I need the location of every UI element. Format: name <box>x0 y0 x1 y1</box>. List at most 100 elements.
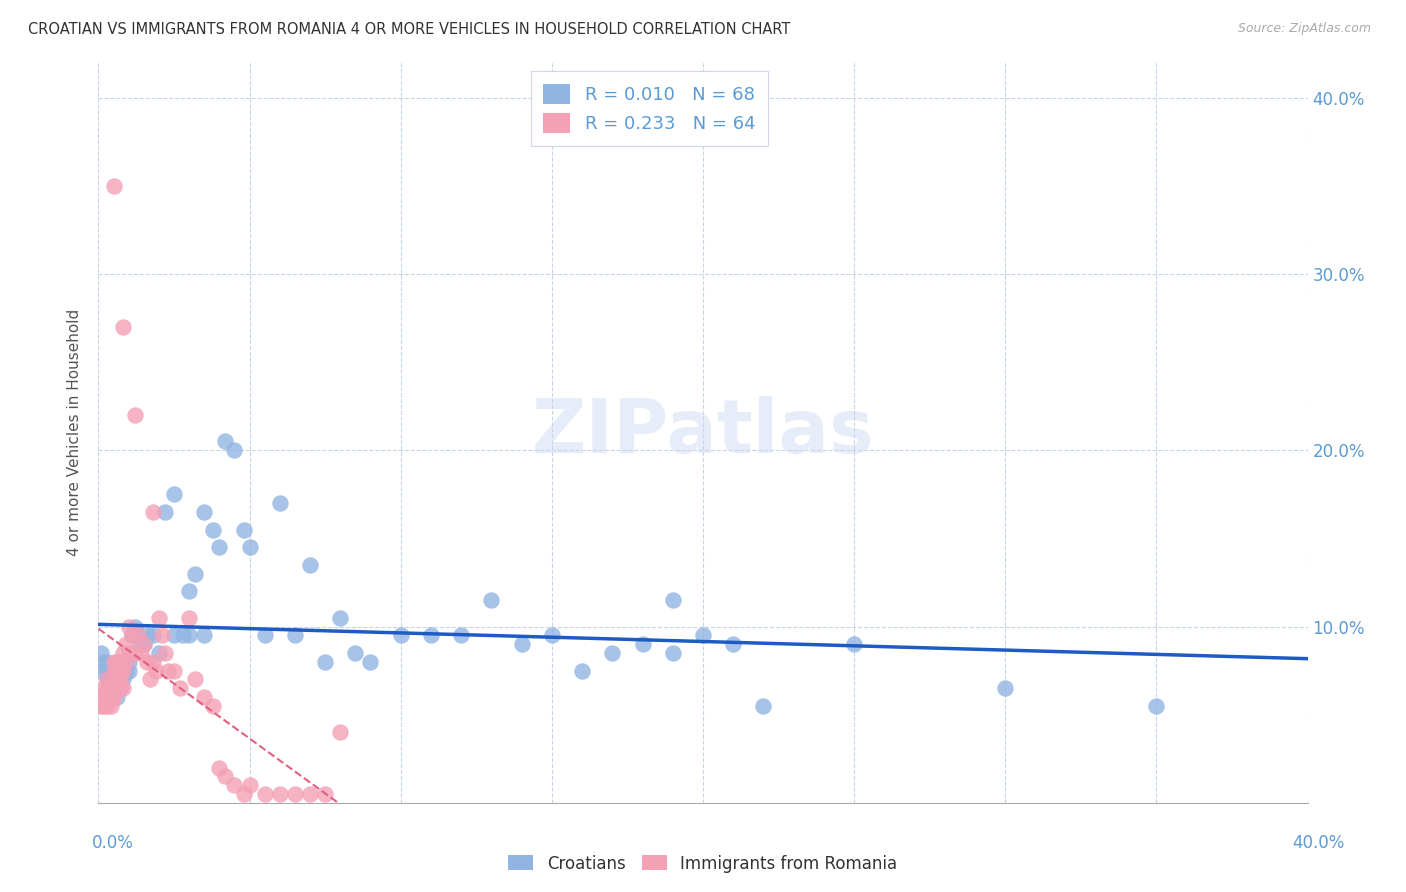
Point <box>108 673 131 687</box>
Point <box>329 610 352 624</box>
Point <box>90 690 112 704</box>
Point <box>93 690 115 704</box>
Point <box>114 664 136 678</box>
Point <box>344 646 367 660</box>
Point <box>163 664 186 678</box>
Point <box>540 628 562 642</box>
Point <box>96 681 118 696</box>
Text: Source: ZipAtlas.com: Source: ZipAtlas.com <box>1237 22 1371 36</box>
Point <box>169 681 191 696</box>
Point <box>100 698 122 713</box>
Text: 0.0%: 0.0% <box>91 834 134 852</box>
Point <box>135 628 157 642</box>
Point <box>314 787 336 801</box>
Legend: R = 0.010   N = 68, R = 0.233   N = 64: R = 0.010 N = 68, R = 0.233 N = 64 <box>530 71 768 145</box>
Point <box>105 690 128 704</box>
Point <box>111 664 134 678</box>
Point <box>692 628 714 642</box>
Point <box>844 637 866 651</box>
Point <box>124 408 146 422</box>
Point <box>994 681 1017 696</box>
Point <box>163 628 186 642</box>
Point <box>118 619 141 633</box>
Point <box>723 637 745 651</box>
Text: ZIPatlas: ZIPatlas <box>531 396 875 469</box>
Point <box>96 664 118 678</box>
Point <box>108 681 131 696</box>
Point <box>121 628 143 642</box>
Point <box>299 558 322 572</box>
Point <box>214 769 236 783</box>
Point <box>93 655 115 669</box>
Point <box>631 637 654 651</box>
Point <box>193 628 215 642</box>
Point <box>142 628 165 642</box>
Legend: Croatians, Immigrants from Romania: Croatians, Immigrants from Romania <box>502 848 904 880</box>
Point <box>232 523 254 537</box>
Point <box>145 664 167 678</box>
Point <box>114 655 136 669</box>
Point <box>172 628 194 642</box>
Point <box>93 681 115 696</box>
Point <box>118 664 141 678</box>
Point <box>232 787 254 801</box>
Point <box>111 681 134 696</box>
Point <box>142 655 165 669</box>
Point <box>510 637 533 651</box>
Point <box>752 698 775 713</box>
Point <box>214 434 236 449</box>
Point <box>184 566 207 581</box>
Point <box>481 593 503 607</box>
Point <box>103 178 125 193</box>
Point <box>100 681 122 696</box>
Point <box>179 610 201 624</box>
Point <box>111 646 134 660</box>
Point <box>142 505 165 519</box>
Point <box>132 637 155 651</box>
Point <box>314 655 336 669</box>
Point <box>93 664 115 678</box>
Point <box>96 673 118 687</box>
Point <box>224 443 246 458</box>
Point <box>269 496 291 510</box>
Point <box>239 540 262 554</box>
Point <box>299 787 322 801</box>
Point <box>193 690 215 704</box>
Point <box>1144 698 1167 713</box>
Point <box>253 787 276 801</box>
Point <box>111 664 134 678</box>
Point <box>360 655 382 669</box>
Point <box>153 505 176 519</box>
Point <box>193 505 215 519</box>
Point <box>284 787 307 801</box>
Point <box>118 646 141 660</box>
Point <box>103 673 125 687</box>
Point <box>450 628 472 642</box>
Point <box>100 681 122 696</box>
Point <box>108 673 131 687</box>
Point <box>127 628 149 642</box>
Point <box>105 664 128 678</box>
Point <box>571 664 593 678</box>
Point <box>108 664 131 678</box>
Point <box>114 637 136 651</box>
Point <box>103 673 125 687</box>
Point <box>135 655 157 669</box>
Point <box>105 681 128 696</box>
Point <box>108 681 131 696</box>
Point <box>93 698 115 713</box>
Text: CROATIAN VS IMMIGRANTS FROM ROMANIA 4 OR MORE VEHICLES IN HOUSEHOLD CORRELATION : CROATIAN VS IMMIGRANTS FROM ROMANIA 4 OR… <box>28 22 790 37</box>
Point <box>105 655 128 669</box>
Point <box>148 646 170 660</box>
Point <box>96 655 118 669</box>
Point <box>105 681 128 696</box>
Point <box>90 698 112 713</box>
Point <box>103 664 125 678</box>
Point <box>103 690 125 704</box>
Point <box>129 646 152 660</box>
Point <box>202 698 225 713</box>
Point <box>124 619 146 633</box>
Point <box>150 628 173 642</box>
Point <box>208 540 231 554</box>
Point <box>202 523 225 537</box>
